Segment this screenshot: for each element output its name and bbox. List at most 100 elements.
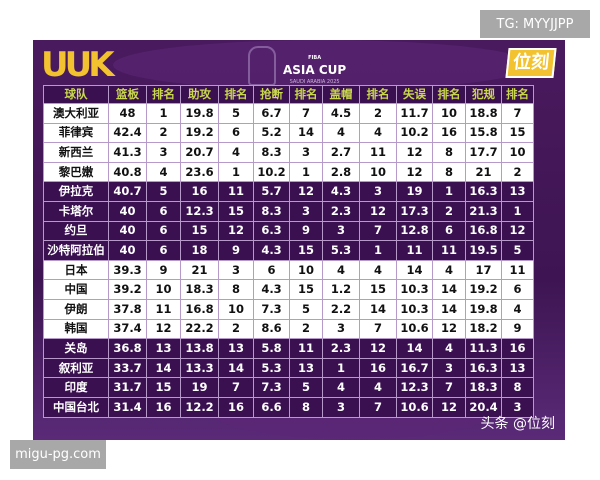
stat-cell: 16	[359, 357, 397, 379]
stat-cell: 15	[501, 122, 534, 144]
stat-cell: 7.3	[253, 377, 290, 398]
stat-cell: 5	[289, 298, 323, 320]
column-header: 排名	[359, 85, 397, 104]
stat-cell: 7	[359, 396, 397, 418]
stat-cell: 8.3	[253, 142, 290, 163]
stat-cell: 16	[501, 338, 534, 359]
stat-cell: 20.7	[180, 142, 219, 163]
bottom-tag: migu-pg.com	[10, 440, 106, 469]
stat-cell: 8.3	[253, 200, 290, 222]
stat-cell: 3	[501, 396, 534, 418]
stat-cell: 11.3	[465, 338, 502, 359]
stat-cell: 4.3	[322, 181, 360, 202]
stat-cell: 18.3	[180, 279, 219, 300]
fiba-label: FIBA	[308, 55, 322, 61]
stat-cell: 6.7	[253, 103, 290, 124]
stat-cell: 7	[432, 377, 466, 398]
table-row: 卡塔尔 40 6 12.3 15 8.3 3 2.3 12 17.3 2 21.3 1	[43, 200, 534, 222]
team-name: 韩国	[43, 318, 109, 340]
stat-cell: 21	[180, 259, 219, 281]
stat-cell: 18.3	[465, 377, 502, 398]
stat-cell: 12.3	[396, 377, 433, 398]
column-header: 排名	[501, 85, 534, 104]
table-row: 伊朗 37.8 11 16.8 10 7.3 5 2.2 14 10.3 14 19.8 4	[43, 298, 534, 320]
stat-cell: 19	[396, 181, 433, 202]
stat-cell: 4	[146, 161, 181, 183]
stat-cell: 8	[432, 161, 466, 183]
stat-cell: 7.3	[253, 298, 290, 320]
stat-cell: 7	[289, 103, 323, 124]
stat-cell: 19.5	[465, 240, 502, 261]
table-row: 菲律宾 42.4 2 19.2 6 5.2 14 4 4 10.2 16 15.8 15	[43, 122, 534, 144]
stat-cell: 7	[501, 103, 534, 124]
stat-cell: 5.3	[253, 357, 290, 379]
stat-cell: 8	[218, 279, 254, 300]
column-header: 排名	[218, 85, 254, 104]
stat-cell: 18.8	[465, 103, 502, 124]
stat-cell: 10.6	[396, 396, 433, 418]
stat-cell: 4	[501, 298, 534, 320]
stat-cell: 6.3	[253, 220, 290, 242]
team-name: 中国台北	[43, 396, 109, 418]
table-row: 中国 39.2 10 18.3 8 4.3 15 1.2 15 10.3 14 19.2 6	[43, 279, 534, 300]
team-name: 叙利亚	[43, 357, 109, 379]
stat-cell: 1	[322, 357, 360, 379]
stat-cell: 5	[501, 240, 534, 261]
stat-cell: 39.3	[108, 259, 147, 281]
stat-cell: 7	[218, 377, 254, 398]
team-name: 新西兰	[43, 142, 109, 163]
stat-cell: 18	[180, 240, 219, 261]
stat-cell: 2.2	[322, 298, 360, 320]
stat-cell: 40	[108, 220, 147, 242]
stat-cell: 1	[218, 161, 254, 183]
stat-cell: 2	[218, 318, 254, 340]
stat-cell: 12	[501, 220, 534, 242]
stat-cell: 6.6	[253, 396, 290, 418]
team-name: 菲律宾	[43, 122, 109, 144]
stat-cell: 1	[501, 200, 534, 222]
table-row: 黎巴嫩 40.8 4 23.6 1 10.2 1 2.8 10 12 8 21 2	[43, 161, 534, 183]
stat-cell: 17.7	[465, 142, 502, 163]
table-row: 韩国 37.4 12 22.2 2 8.6 2 3 7 10.6 12 18.2 9	[43, 318, 534, 340]
stat-cell: 3	[322, 318, 360, 340]
stat-cell: 4	[322, 377, 360, 398]
stat-cell: 15	[359, 279, 397, 300]
stat-cell: 4	[359, 377, 397, 398]
stat-cell: 48	[108, 103, 147, 124]
team-name: 伊朗	[43, 298, 109, 320]
stat-cell: 10	[359, 161, 397, 183]
column-header: 篮板	[108, 85, 147, 104]
watermark: 头条 @位刻	[480, 416, 555, 432]
stat-cell: 40	[108, 240, 147, 261]
stat-cell: 5	[146, 181, 181, 202]
stat-cell: 10	[218, 298, 254, 320]
stat-cell: 15	[146, 377, 181, 398]
stat-cell: 15.8	[465, 122, 502, 144]
stat-cell: 20.4	[465, 396, 502, 418]
stat-cell: 16	[146, 396, 181, 418]
stat-cell: 10.2	[253, 161, 290, 183]
stat-cell: 40.8	[108, 161, 147, 183]
column-header: 盖帽	[322, 85, 360, 104]
stat-cell: 10.3	[396, 279, 433, 300]
stat-cell: 3	[432, 357, 466, 379]
table-body: 澳大利亚 48 1 19.8 5 6.7 7 4.5 2 11.7 10 18.8 7 菲律宾 42.4 2 1…	[43, 103, 534, 418]
stat-cell: 16.3	[465, 357, 502, 379]
table-header: 球队 篮板 排名 助攻 排名 抢断 排名 盖帽 排名 失误 排名 犯规 排名	[43, 85, 534, 104]
team-name: 沙特阿拉伯	[43, 240, 109, 261]
stat-cell: 12	[432, 396, 466, 418]
stat-cell: 6	[146, 200, 181, 222]
trophy-icon	[248, 46, 276, 86]
stat-cell: 4	[322, 259, 360, 281]
stat-cell: 4	[432, 338, 466, 359]
column-header: 抢断	[253, 85, 290, 104]
team-name: 黎巴嫩	[43, 161, 109, 183]
stat-cell: 9	[146, 259, 181, 281]
stat-cell: 9	[501, 318, 534, 340]
stat-cell: 6	[218, 122, 254, 144]
asia-cup-logo: FIBA ASIA CUP SAUDI ARABIA 2025	[283, 52, 346, 88]
stat-cell: 13	[501, 357, 534, 379]
stat-cell: 3	[289, 142, 323, 163]
stat-cell: 10.2	[396, 122, 433, 144]
column-header: 助攻	[180, 85, 219, 104]
